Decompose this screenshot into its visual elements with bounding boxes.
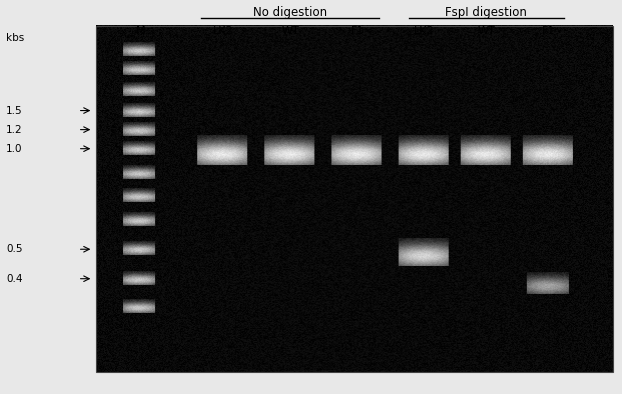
Text: 1.0: 1.0	[6, 144, 23, 154]
Bar	[96, 26, 613, 372]
Text: LK2: LK2	[213, 26, 233, 35]
Text: kbs: kbs	[6, 33, 24, 43]
Text: M: M	[136, 26, 145, 35]
Text: LK2: LK2	[414, 26, 435, 35]
Text: 0.4: 0.4	[6, 274, 23, 284]
Text: 1.5: 1.5	[6, 106, 23, 115]
Text: 0.5: 0.5	[6, 244, 23, 254]
Text: 1.2: 1.2	[6, 125, 23, 135]
Text: F1: F1	[541, 26, 555, 35]
Text: F1: F1	[350, 26, 364, 35]
Text: FspI digestion: FspI digestion	[445, 6, 527, 19]
Text: WT: WT	[281, 26, 299, 35]
Text: WT: WT	[477, 26, 495, 35]
Text: No digestion: No digestion	[253, 6, 327, 19]
